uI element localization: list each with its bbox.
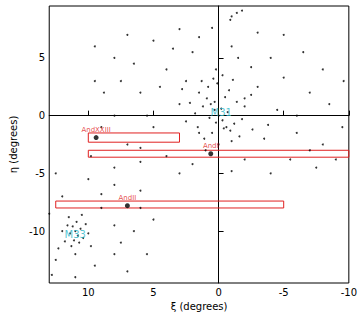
svg-text:M33: M33 xyxy=(65,229,86,240)
svg-text:5: 5 xyxy=(39,52,45,63)
svg-text:-5: -5 xyxy=(35,168,45,179)
svg-text:AndI: AndI xyxy=(203,142,219,150)
svg-text:5: 5 xyxy=(150,287,156,298)
svg-text:0: 0 xyxy=(215,287,221,298)
svg-text:-5: -5 xyxy=(279,287,289,298)
svg-text:-10: -10 xyxy=(341,287,357,298)
svg-text:η (degrees): η (degrees) xyxy=(8,116,19,174)
svg-text:10: 10 xyxy=(82,287,95,298)
svg-text:ξ (degrees): ξ (degrees) xyxy=(171,301,228,312)
svg-text:M31: M31 xyxy=(210,107,231,118)
svg-text:0: 0 xyxy=(39,110,45,121)
svg-text:AndXXIII: AndXXIII xyxy=(81,126,110,134)
svg-text:AndII: AndII xyxy=(118,194,136,202)
svg-text:-10: -10 xyxy=(29,226,45,237)
